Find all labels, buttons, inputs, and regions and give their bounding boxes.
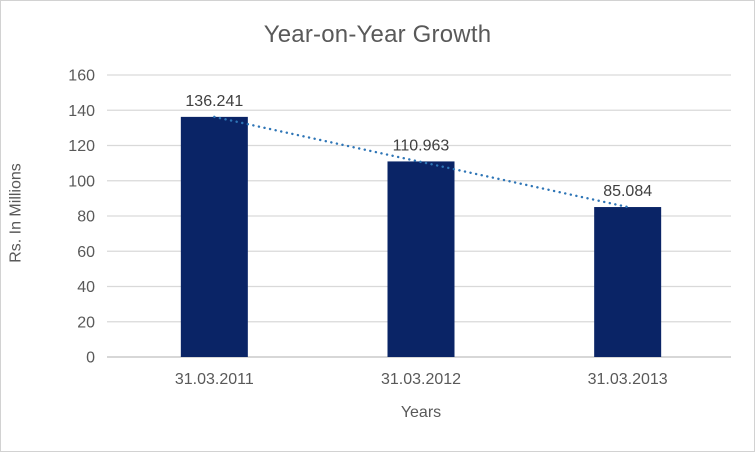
y-tick-label: 20 [77, 314, 95, 331]
x-axis-title: Years [400, 404, 442, 421]
bar-data-label: 85.084 [603, 183, 652, 200]
bar [594, 207, 662, 357]
bar-data-label: 136.241 [185, 93, 243, 110]
x-tick-label: 31.03.2012 [381, 371, 461, 388]
bar-data-label: 110.963 [393, 137, 450, 154]
trendline [213, 115, 629, 209]
chart-title: Year-on-Year Growth [263, 21, 492, 48]
y-tick-label: 0 [86, 350, 95, 367]
y-tick-label: 140 [68, 103, 95, 120]
y-tick-label: 80 [77, 209, 95, 226]
y-tick-label: 120 [68, 138, 95, 155]
x-tick-label: 31.03.2011 [175, 371, 254, 388]
y-tick-label: 60 [77, 244, 95, 261]
y-tick-label: 160 [68, 68, 95, 85]
bar [180, 116, 248, 357]
x-tick-label: 31.03.2013 [588, 371, 668, 388]
y-tick-label: 100 [68, 173, 95, 190]
y-tick-label: 40 [77, 279, 95, 296]
bar [387, 161, 455, 357]
